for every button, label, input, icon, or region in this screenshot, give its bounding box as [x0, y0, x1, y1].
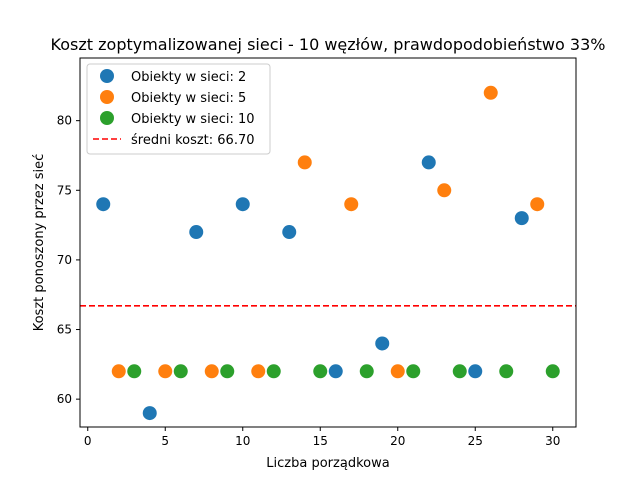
- data-point: [158, 364, 173, 379]
- x-tick-label: 25: [468, 434, 483, 448]
- y-tick-label: 60: [57, 392, 72, 406]
- x-axis-label: Liczba porządkowa: [266, 456, 389, 471]
- data-point: [204, 364, 219, 379]
- data-point: [313, 364, 328, 379]
- legend-label: Obiekty w sieci: 5: [131, 91, 246, 106]
- y-axis-label: Koszt ponoszony przez sieć: [32, 154, 47, 332]
- data-point: [235, 197, 250, 212]
- data-point: [390, 364, 405, 379]
- data-point: [344, 197, 359, 212]
- data-point: [406, 364, 421, 379]
- x-tick-label: 0: [84, 434, 92, 448]
- data-point: [499, 364, 514, 379]
- data-point: [375, 336, 390, 351]
- legend-box: [86, 63, 271, 155]
- x-tick-label: 20: [390, 434, 405, 448]
- data-point: [220, 364, 235, 379]
- data-point: [421, 155, 436, 170]
- legend-marker: [100, 90, 114, 104]
- legend-label: Obiekty w sieci: 10: [131, 112, 255, 127]
- data-point: [142, 406, 157, 421]
- x-axis: 0 5 10 15 20 25 30: [84, 427, 560, 448]
- data-points-layer: [96, 85, 560, 421]
- data-point: [111, 364, 126, 379]
- data-point: [468, 364, 483, 379]
- y-tick-label: 70: [57, 253, 72, 267]
- data-point: [266, 364, 281, 379]
- y-axis: 60 65 70 75 80: [57, 114, 80, 406]
- data-point: [452, 364, 467, 379]
- x-tick-label: 10: [235, 434, 250, 448]
- y-tick-label: 80: [57, 114, 72, 128]
- data-point: [251, 364, 266, 379]
- legend-marker: [100, 111, 114, 125]
- y-tick-label: 65: [57, 323, 72, 337]
- data-point: [530, 197, 545, 212]
- data-point: [328, 364, 343, 379]
- x-tick-label: 15: [313, 434, 328, 448]
- chart-title: Koszt zoptymalizowanej sieci - 10 węzłów…: [51, 35, 606, 54]
- data-point: [297, 155, 312, 170]
- x-tick-label: 30: [545, 434, 560, 448]
- x-tick-label: 5: [161, 434, 169, 448]
- legend-label: Obiekty w sieci: 2: [131, 70, 246, 85]
- legend-label: średni koszt: 66.70: [131, 133, 255, 148]
- y-tick-label: 75: [57, 183, 72, 197]
- legend-marker: [100, 69, 114, 83]
- data-point: [173, 364, 188, 379]
- legend: Obiekty w sieci: 2 Obiekty w sieci: 5 Obie…: [86, 63, 271, 155]
- data-point: [282, 225, 297, 240]
- data-point: [359, 364, 374, 379]
- data-point: [545, 364, 560, 379]
- data-point: [483, 85, 498, 100]
- data-point: [189, 225, 204, 240]
- data-point: [514, 211, 529, 226]
- data-point: [127, 364, 142, 379]
- data-point: [437, 183, 452, 198]
- plot-frame: [79, 57, 577, 428]
- data-point: [96, 197, 111, 212]
